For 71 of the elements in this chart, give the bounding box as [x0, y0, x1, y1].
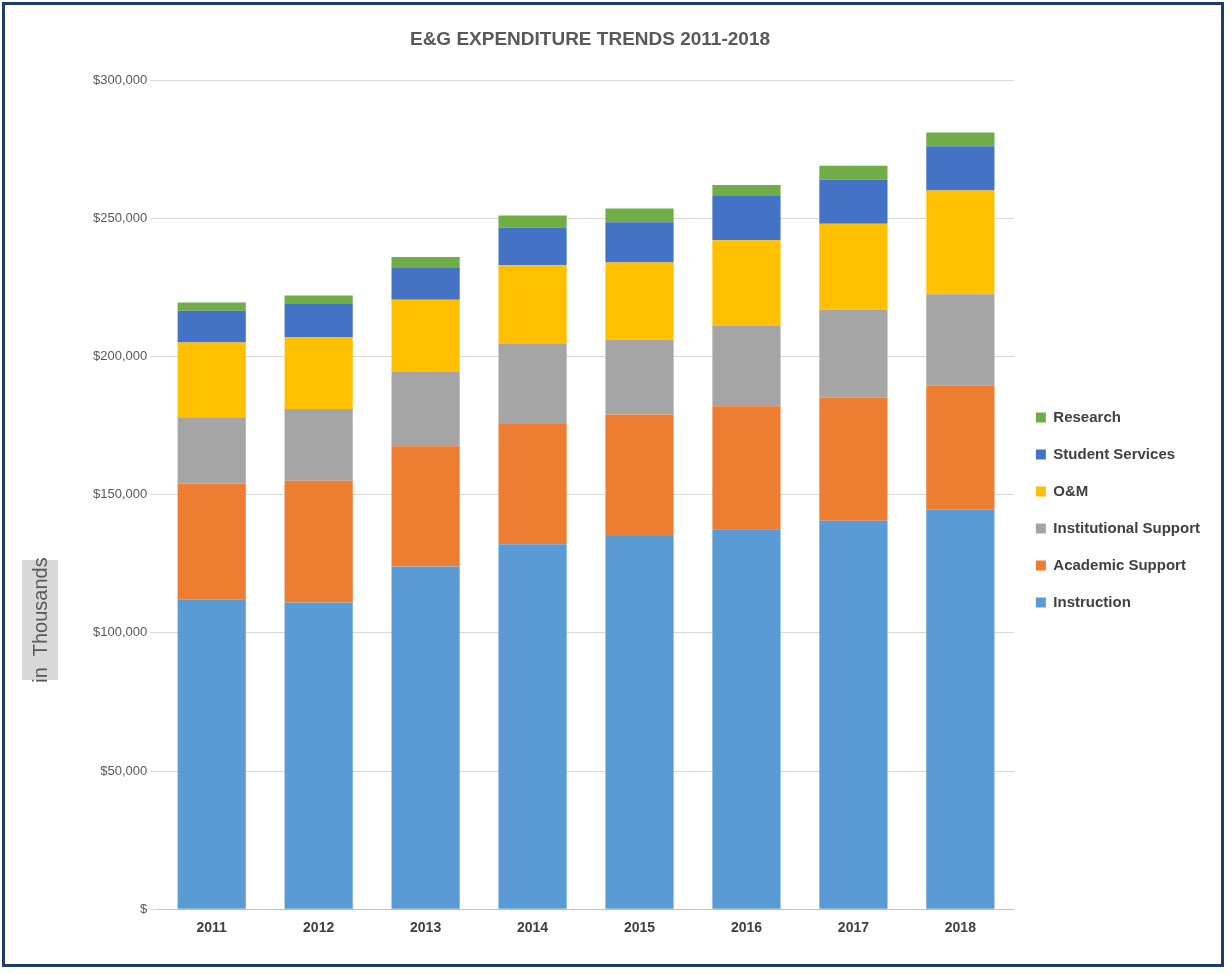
bar — [177, 310, 246, 343]
y-tick-label: $300,000 — [92, 71, 148, 87]
bar — [926, 190, 995, 295]
legend-label: Academic Support — [1053, 555, 1186, 573]
bar — [819, 179, 888, 224]
bar — [391, 566, 460, 909]
bar — [391, 371, 460, 447]
y-tick-label: $50,000 — [100, 762, 148, 778]
bar — [712, 326, 781, 407]
x-tick-label: 2012 — [303, 919, 335, 936]
bar — [819, 309, 888, 398]
bar — [498, 424, 567, 545]
bar — [391, 256, 460, 268]
bar — [498, 343, 567, 425]
bar — [712, 529, 781, 909]
x-tick-label: 2015 — [623, 919, 656, 936]
bar — [926, 146, 995, 191]
bar — [284, 408, 353, 481]
bar — [498, 215, 567, 228]
bar — [177, 599, 246, 909]
bar — [605, 339, 674, 415]
x-tick-label: 2016 — [730, 919, 763, 936]
bar — [284, 295, 353, 304]
legend-label: Student Services — [1053, 444, 1176, 462]
x-tick-label: 2013 — [410, 919, 442, 936]
x-tick-label: 2018 — [944, 919, 977, 936]
bar — [284, 303, 353, 338]
bar — [498, 227, 567, 266]
bar — [712, 406, 781, 530]
bar — [605, 414, 674, 537]
bar — [284, 602, 353, 909]
bar — [177, 302, 246, 311]
x-tick-label: 2011 — [196, 919, 228, 936]
bar — [926, 509, 995, 909]
bar — [605, 536, 674, 909]
y-tick-label: $200,000 — [92, 347, 148, 363]
bar — [712, 196, 781, 241]
bar — [819, 397, 888, 521]
y-tick-label: $150,000 — [92, 486, 148, 502]
legend-label: Research — [1053, 407, 1121, 425]
x-tick-label: 2017 — [837, 919, 870, 936]
bar — [605, 262, 674, 340]
legend-label: O&M — [1053, 481, 1089, 499]
bar — [391, 446, 460, 567]
legend-label: Instruction — [1053, 592, 1131, 610]
bar — [926, 132, 995, 147]
bar — [712, 185, 781, 197]
bar — [498, 544, 567, 909]
bar — [284, 337, 353, 409]
y-tick-label: $250,000 — [92, 209, 148, 225]
bar — [605, 222, 674, 263]
bar — [926, 385, 995, 510]
bar — [391, 267, 460, 300]
bar — [712, 240, 781, 326]
bar — [284, 480, 353, 603]
bar — [819, 520, 888, 909]
bar — [177, 483, 246, 600]
bar — [819, 223, 888, 310]
bar — [177, 417, 246, 484]
bar — [926, 294, 995, 386]
bar — [177, 342, 246, 418]
chart-title: E&G EXPENDITURE TRENDS 2011-2018 — [408, 28, 772, 50]
y-tick-label: $ — [139, 900, 148, 916]
legend-label: Institutional Support — [1053, 518, 1201, 536]
bar — [819, 165, 888, 180]
x-tick-label: 2014 — [516, 919, 549, 936]
bar — [498, 265, 567, 344]
y-tick-label: $100,000 — [92, 624, 148, 640]
y-axis-title: in Thousands — [28, 557, 52, 683]
bar — [605, 208, 674, 223]
bar — [391, 299, 460, 372]
